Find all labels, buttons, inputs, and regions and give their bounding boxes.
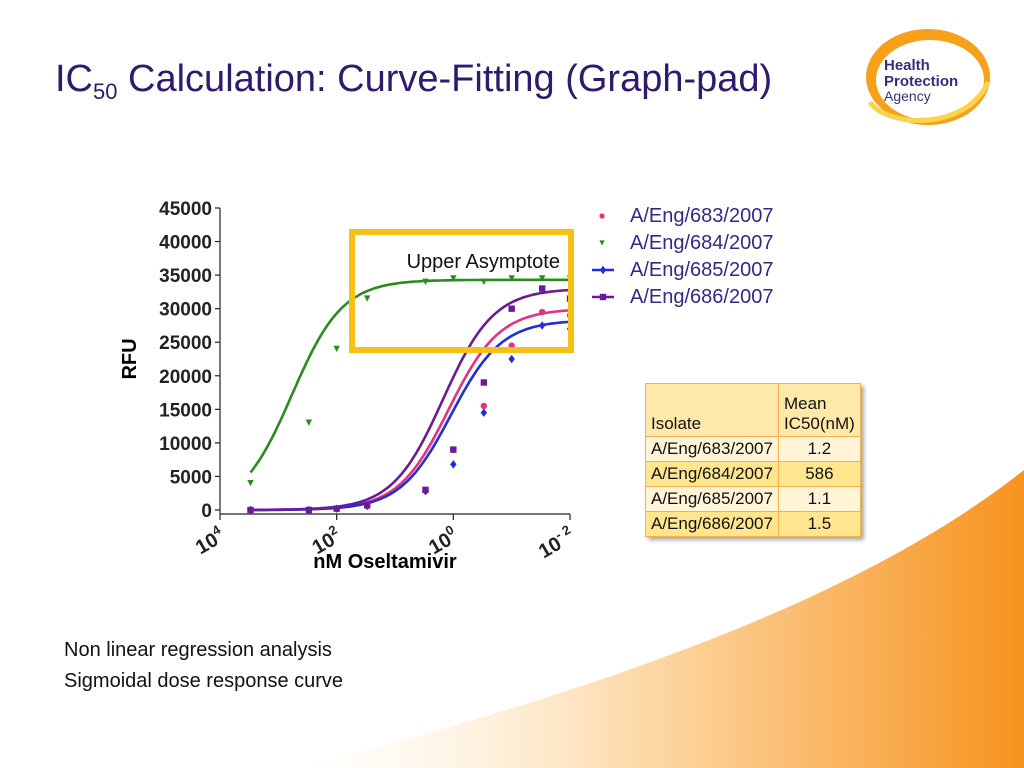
legend-label: A/Eng/684/2007 bbox=[630, 232, 774, 254]
legend-label: A/Eng/686/2007 bbox=[630, 286, 774, 308]
y-tick-label: 10000 bbox=[159, 434, 212, 455]
y-tick-label: 15000 bbox=[159, 400, 212, 421]
cell-isolate: A/Eng/686/2007 bbox=[645, 511, 779, 537]
data-point bbox=[450, 460, 457, 469]
cell-ic50: 1.2 bbox=[777, 436, 861, 462]
data-point bbox=[480, 278, 488, 286]
data-point bbox=[422, 486, 429, 494]
cell-isolate: A/Eng/684/2007 bbox=[645, 461, 779, 487]
legend-marker bbox=[592, 293, 614, 301]
ic50-table: Isolate Mean IC50(nM) A/Eng/683/2007 1.2 … bbox=[645, 383, 861, 537]
data-point bbox=[538, 308, 546, 316]
table-header-row: Isolate Mean IC50(nM) bbox=[645, 383, 861, 437]
data-point bbox=[480, 408, 488, 417]
x-tick-text: 104 bbox=[190, 521, 229, 559]
header-mean-ic50: Mean IC50(nM) bbox=[777, 383, 861, 437]
upper-asymptote-callout: Upper Asymptote bbox=[349, 229, 574, 353]
table-row: A/Eng/684/2007 586 bbox=[645, 461, 861, 487]
legend-item: A/Eng/685/2007 bbox=[592, 257, 832, 284]
data-point bbox=[333, 345, 340, 353]
chart-legend: A/Eng/683/2007 A/Eng/684/2007 A/Eng/685/20… bbox=[592, 203, 832, 311]
x-tick-text: 10- 2 bbox=[533, 522, 578, 563]
y-tick-label: 5000 bbox=[170, 467, 212, 488]
ic50-dose-response-chart: 0 5000 10000 15000 20000 25000 30000 35000 40000… bbox=[119, 199, 578, 573]
legend-label: A/Eng/685/2007 bbox=[630, 259, 774, 281]
logo-line-3: Agency bbox=[884, 88, 931, 104]
data-point bbox=[305, 419, 313, 426]
data-point bbox=[508, 305, 515, 312]
legend-label: A/Eng/683/2007 bbox=[630, 205, 774, 227]
y-tick-label: 35000 bbox=[159, 266, 212, 287]
logo-line-2: Protection bbox=[884, 73, 958, 90]
x-tick-label: 104 bbox=[190, 521, 229, 559]
chart-axes: 0 5000 10000 15000 20000 25000 30000 35000 40000… bbox=[159, 199, 578, 563]
y-tick-label: 20000 bbox=[159, 367, 212, 388]
table-row: A/Eng/686/2007 1.5 bbox=[645, 511, 861, 537]
data-point bbox=[480, 379, 488, 386]
data-point bbox=[247, 479, 254, 487]
data-point bbox=[422, 278, 429, 286]
data-point bbox=[305, 506, 313, 514]
legend-symbol bbox=[599, 293, 607, 301]
fit-curve bbox=[250, 288, 571, 512]
data-point bbox=[508, 354, 515, 364]
note-line: Non linear regression analysis bbox=[64, 639, 332, 661]
callout-label: Upper Asymptote bbox=[406, 251, 560, 273]
y-tick-label: 30000 bbox=[159, 300, 212, 321]
notes: Non linear regression analysis Sigmoidal… bbox=[64, 635, 343, 697]
logo-inner-disc bbox=[876, 40, 984, 120]
header-isolate: Isolate bbox=[645, 383, 779, 437]
y-tick-label: 45000 bbox=[159, 199, 212, 220]
data-point bbox=[480, 402, 488, 410]
y-tick-label: 25000 bbox=[159, 333, 212, 354]
title-subscript: 50 bbox=[93, 79, 118, 104]
data-point bbox=[333, 505, 340, 512]
cell-ic50: 1.5 bbox=[777, 511, 861, 537]
data-point bbox=[363, 502, 371, 509]
legend-symbol bbox=[599, 240, 605, 246]
y-axis-label: RFU bbox=[119, 338, 141, 379]
legend-marker bbox=[599, 240, 605, 246]
legend-item: A/Eng/683/2007 bbox=[592, 203, 832, 230]
legend-symbol bbox=[599, 213, 605, 219]
logo-line-1: Health bbox=[884, 57, 930, 74]
data-point bbox=[508, 275, 515, 282]
data-point bbox=[363, 295, 371, 302]
table-row: A/Eng/683/2007 1.2 bbox=[645, 436, 861, 462]
y-tick-label: 0 bbox=[201, 501, 212, 522]
table-row: A/Eng/685/2007 1.1 bbox=[645, 486, 861, 512]
x-axis-label: nM Oseltamivir bbox=[313, 551, 457, 573]
legend-symbol bbox=[599, 265, 607, 275]
cell-ic50: 1.1 bbox=[777, 486, 861, 512]
data-point bbox=[450, 275, 457, 282]
page-title: IC50 Calculation: Curve-Fitting (Graph-p… bbox=[55, 58, 773, 104]
data-point bbox=[247, 506, 254, 514]
fit-curves bbox=[249, 278, 571, 512]
fit-curve bbox=[249, 278, 570, 474]
legend-marker bbox=[599, 213, 605, 219]
hpa-logo: Health Protection Agency bbox=[866, 29, 991, 125]
cell-isolate: A/Eng/685/2007 bbox=[645, 486, 779, 512]
orange-swoosh bbox=[300, 470, 1024, 768]
note-line: Sigmoidal dose response curve bbox=[64, 670, 344, 692]
legend-item: A/Eng/686/2007 bbox=[592, 284, 832, 311]
data-point bbox=[538, 285, 546, 292]
logo-swirl bbox=[867, 80, 991, 123]
y-tick-label: 40000 bbox=[159, 233, 212, 254]
legend-item: A/Eng/684/2007 bbox=[592, 230, 832, 257]
legend-marker bbox=[592, 265, 614, 275]
data-point bbox=[538, 275, 546, 282]
data-point bbox=[450, 446, 457, 453]
x-tick-label: 10- 2 bbox=[533, 522, 578, 563]
cell-ic50: 586 bbox=[777, 461, 861, 487]
cell-isolate: A/Eng/683/2007 bbox=[645, 436, 779, 462]
